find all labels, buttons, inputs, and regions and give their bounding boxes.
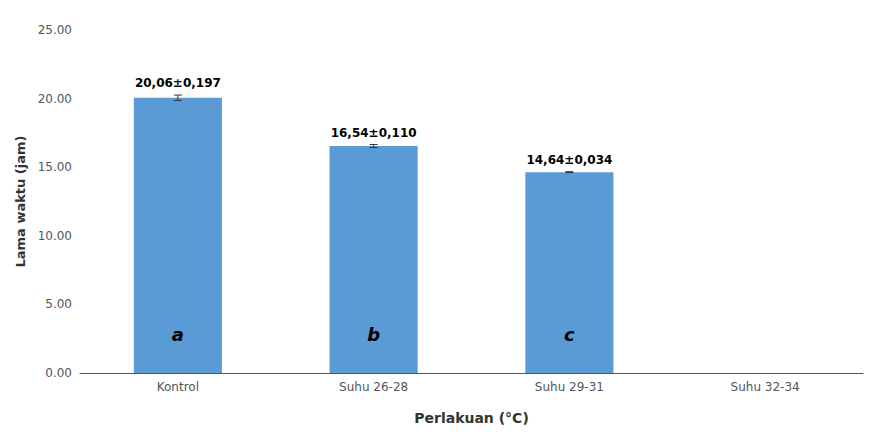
svg-text:b: b	[367, 324, 380, 345]
svg-text:Suhu 29-31: Suhu 29-31	[535, 380, 604, 394]
svg-text:20,06±0,197: 20,06±0,197	[135, 76, 221, 90]
svg-text:16,54±0,110: 16,54±0,110	[331, 126, 417, 140]
svg-text:a: a	[172, 324, 184, 345]
svg-text:15.00: 15.00	[38, 160, 72, 174]
svg-text:Lama waktu (jam): Lama waktu (jam)	[13, 136, 28, 268]
svg-text:5.00: 5.00	[45, 297, 72, 311]
svg-text:Perlakuan (°C): Perlakuan (°C)	[414, 410, 529, 426]
svg-text:c: c	[564, 324, 575, 345]
svg-text:Suhu 26-28: Suhu 26-28	[339, 380, 408, 394]
svg-text:Suhu 32-34: Suhu 32-34	[731, 380, 800, 394]
svg-text:25.00: 25.00	[38, 23, 72, 37]
svg-text:0.00: 0.00	[45, 366, 72, 380]
svg-text:14,64±0,034: 14,64±0,034	[526, 153, 612, 167]
svg-text:10.00: 10.00	[38, 229, 72, 243]
svg-text:Kontrol: Kontrol	[157, 380, 199, 394]
svg-text:20.00: 20.00	[38, 92, 72, 106]
